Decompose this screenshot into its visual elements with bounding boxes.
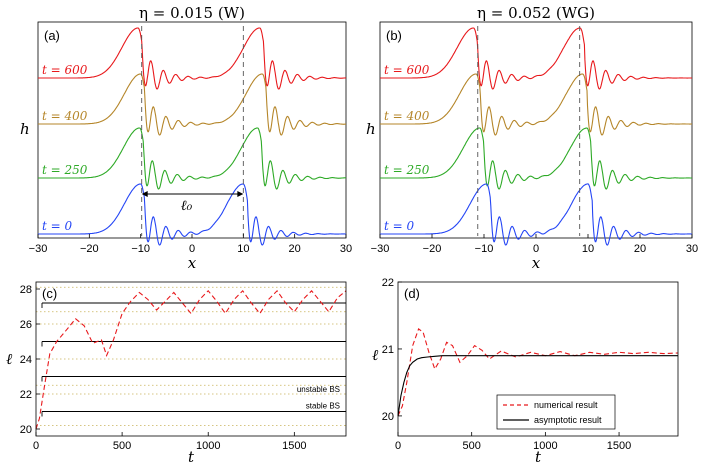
legend-asymptotic-label: asymptotic result <box>534 415 602 425</box>
xtick-label-b-3: 0 <box>533 243 539 255</box>
panel-b-xlabel: x <box>532 254 541 272</box>
panel-c-ylabel: ℓ <box>6 350 12 368</box>
series-a-t400 <box>38 73 346 136</box>
xtick-label-d-1: 500 <box>463 440 481 452</box>
xtick-label-a-4: 10 <box>237 243 249 255</box>
panel-c-label: (c) <box>42 286 57 301</box>
xtick-label-c-1: 500 <box>113 440 131 452</box>
series-b-t400 <box>380 73 692 136</box>
panel-a-frame <box>37 21 347 239</box>
time-label-a-2: t = 250 <box>42 163 88 177</box>
series-d-asymptotic-result <box>397 355 678 416</box>
xtick-label-a-1: −20 <box>80 243 99 255</box>
series-d-numerical-result <box>397 328 679 417</box>
xtick-label-b-6: 30 <box>686 243 698 255</box>
ytick-label-c-3: 26 <box>20 319 32 331</box>
panel-b-label: (b) <box>386 28 402 43</box>
xtick-label-c-2: 1000 <box>196 440 220 452</box>
panel-a-series <box>38 27 347 246</box>
xtick-label-b-2: −10 <box>475 243 494 255</box>
xtick-label-a-5: 20 <box>289 243 301 255</box>
series-b-t0 <box>380 183 692 246</box>
xtick-label-b-4: 10 <box>582 243 594 255</box>
xtick-label-c-0: 0 <box>33 440 39 452</box>
panel-a-ylabel: h <box>20 120 30 138</box>
panel-b-vlines <box>477 26 581 236</box>
panel-b-xticks: −30 −20 −10 0 10 20 30 <box>371 234 698 255</box>
xtick-label-a-3: 0 <box>189 243 195 255</box>
xtick-label-a-0: −30 <box>29 243 48 255</box>
time-label-a-1: t = 400 <box>42 109 88 123</box>
legend-numerical-label: numerical result <box>534 400 598 410</box>
xtick-label-b-0: −30 <box>371 243 390 255</box>
series-a-t600 <box>38 27 347 90</box>
xtick-label-d-0: 0 <box>395 440 401 452</box>
ytick-label-d-0: 20 <box>382 411 394 423</box>
time-label-a-3: t = 0 <box>42 219 73 233</box>
panel-a-vlines <box>141 26 244 236</box>
panel-d-ylabel: ℓ <box>372 346 378 364</box>
time-label-a-0: t = 600 <box>42 63 88 77</box>
xtick-label-c-3: 1500 <box>282 440 306 452</box>
panel-d-series <box>397 328 679 417</box>
panel-d-label: (d) <box>404 286 420 301</box>
panel-a-label: (a) <box>44 28 60 43</box>
xtick-label-a-6: 30 <box>340 243 352 255</box>
panel-c: (c) ℓ t 0 500 1000 1500 20 22 24 26 28 unstable … <box>6 281 347 466</box>
panel-a-xticks: −30 −20 −10 0 10 20 30 <box>29 234 352 255</box>
series-c-numerical-result <box>35 289 347 430</box>
xtick-label-a-2: −10 <box>131 243 150 255</box>
panel-a-distance-label: ℓ₀ <box>181 198 193 214</box>
series-a-t250 <box>38 127 347 190</box>
panel-b-title: η = 0.052 (WG) <box>477 4 595 22</box>
panel-a-title: η = 0.015 (W) <box>139 4 245 22</box>
panel-c-levels <box>36 286 346 426</box>
annotation-stable-bs: stable BS <box>306 402 340 411</box>
panel-c-frame <box>35 281 347 437</box>
panel-d-ticks: 0 500 1000 1500 20 21 22 <box>382 277 632 452</box>
panel-d-xlabel: t <box>535 448 542 466</box>
series-b-t250 <box>380 127 692 190</box>
panel-a: η = 0.015 (W) (a) h x ℓ₀ −30 −20 −10 0 10 20 3… <box>20 4 352 272</box>
panel-b-series <box>380 27 692 246</box>
panel-b-time-labels: t = 600 t = 400 t = 250 t = 0 <box>384 63 430 233</box>
ytick-label-c-4: 28 <box>20 284 32 296</box>
annotation-unstable-bs: unstable BS <box>297 385 340 394</box>
ytick-label-c-1: 22 <box>20 389 32 401</box>
series-a-t0 <box>38 183 346 246</box>
time-label-b-0: t = 600 <box>384 63 430 77</box>
time-label-b-1: t = 400 <box>384 109 430 123</box>
panel-d-legend: numerical result asymptotic result <box>496 394 616 430</box>
time-label-b-2: t = 250 <box>384 163 430 177</box>
ytick-label-d-2: 22 <box>382 277 394 289</box>
panel-c-ticks: 0 500 1000 1500 20 22 24 26 28 <box>20 284 307 452</box>
xtick-label-b-1: −20 <box>423 243 442 255</box>
panel-a-xlabel: x <box>188 254 197 272</box>
time-label-b-3: t = 0 <box>384 219 415 233</box>
xtick-label-d-3: 1500 <box>607 440 631 452</box>
distance-arrow-head-right <box>237 191 244 197</box>
panel-b-frame <box>379 21 693 239</box>
ytick-label-d-1: 21 <box>382 344 394 356</box>
ytick-label-c-0: 20 <box>20 424 32 436</box>
series-b-t600 <box>380 27 692 90</box>
xtick-label-b-5: 20 <box>634 243 646 255</box>
panel-b: η = 0.052 (WG) (b) h x −30 −20 −10 0 10 20 30 … <box>366 4 698 272</box>
panel-c-xlabel: t <box>188 448 195 466</box>
panel-d-frame <box>397 281 679 437</box>
panel-c-series <box>35 289 347 430</box>
distance-arrow-head-left <box>141 191 148 197</box>
panel-b-ylabel: h <box>366 120 376 138</box>
panel-d: (d) ℓ t 0 500 1000 1500 20 21 22 numerical res… <box>372 277 679 466</box>
xtick-label-d-2: 1000 <box>533 440 557 452</box>
legend-box <box>496 394 616 430</box>
panel-a-time-labels: t = 600 t = 400 t = 250 t = 0 <box>42 63 88 233</box>
ytick-label-c-2: 24 <box>20 354 32 366</box>
